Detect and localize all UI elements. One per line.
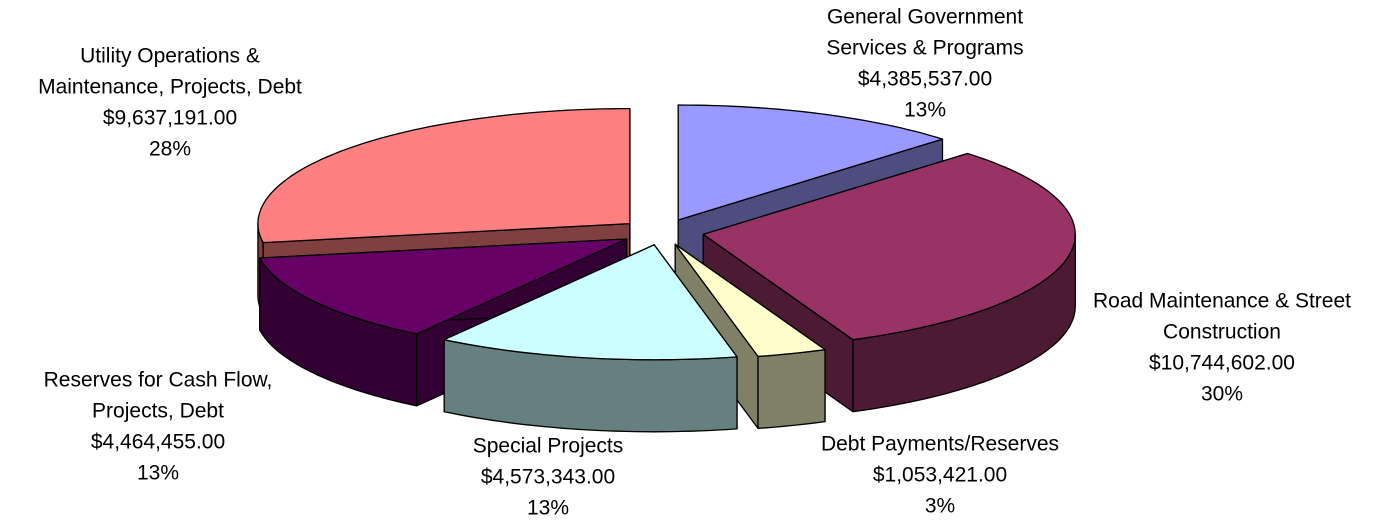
slice: [674, 243, 826, 358]
percent-label: 13%: [904, 99, 946, 122]
slice-label: Construction: [1163, 321, 1281, 344]
slice-label: Projects, Debt: [92, 400, 224, 423]
slice-label: Special Projects: [473, 435, 624, 458]
percent-label: 13%: [137, 462, 179, 485]
slice-label: Reserves for Cash Flow,: [44, 369, 273, 392]
value-label: $1,053,421.00: [873, 464, 1007, 487]
slice: [677, 104, 944, 221]
percent-label: 3%: [925, 495, 955, 518]
percent-label: 13%: [527, 497, 569, 520]
value-label: $4,464,455.00: [91, 431, 225, 454]
slice-label: Maintenance, Projects, Debt: [38, 76, 302, 99]
slice: [259, 238, 628, 335]
slice-label: General Government: [827, 6, 1023, 29]
value-label: $4,573,343.00: [481, 466, 615, 489]
slice-label: Services & Programs: [826, 37, 1023, 60]
value-label: $4,385,537.00: [858, 68, 992, 91]
slice: [702, 152, 1076, 341]
slice-label: Utility Operations &: [80, 45, 260, 68]
slice-label: Road Maintenance & Street: [1093, 290, 1351, 313]
percent-label: 30%: [1201, 383, 1243, 406]
value-label: $9,637,191.00: [103, 107, 237, 130]
slice-label: Debt Payments/Reserves: [821, 433, 1059, 456]
slice-wall: [757, 348, 826, 430]
slice: [257, 107, 631, 244]
percent-label: 28%: [149, 138, 191, 161]
value-label: $10,744,602.00: [1149, 352, 1295, 375]
slice: [443, 244, 738, 361]
